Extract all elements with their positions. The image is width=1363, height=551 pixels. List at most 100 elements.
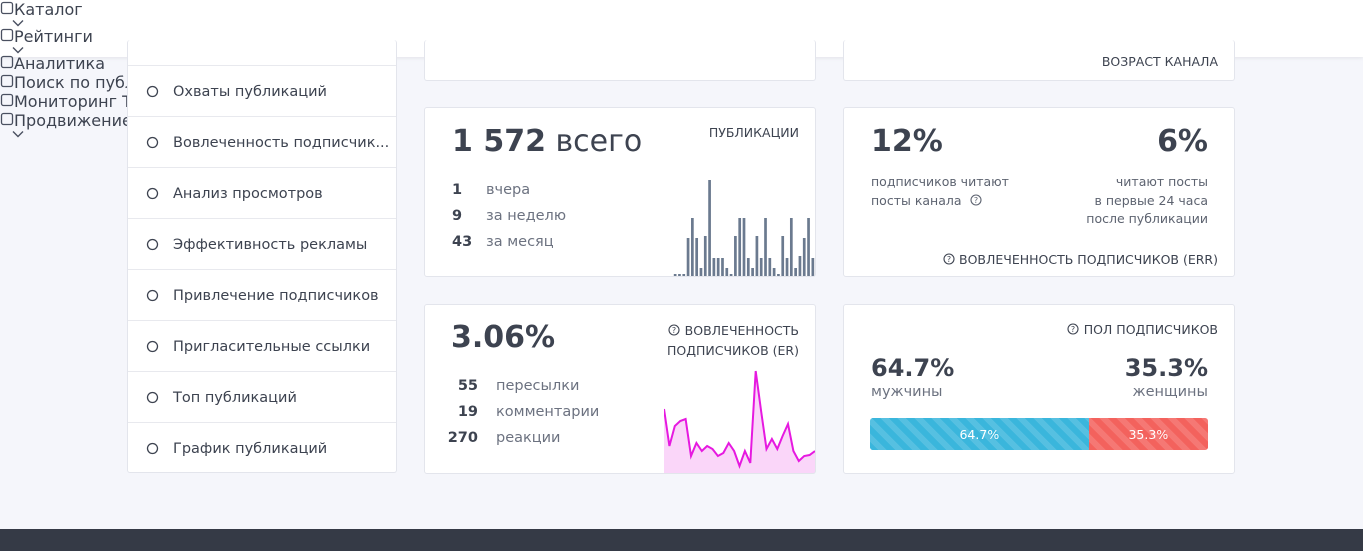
sidebar-item[interactable]: Охваты публикаций xyxy=(128,65,396,117)
card-title[interactable]: ? ВОВЛЕЧЕННОСТЬ ПОДПИСЧИКОВ (ER) xyxy=(667,321,799,361)
bar xyxy=(691,218,694,276)
bar xyxy=(802,238,806,276)
bar xyxy=(716,258,720,276)
segment-label: 64.7% xyxy=(959,426,1000,442)
sidebar: Охваты публикаций Вовлеченность подписчик… xyxy=(127,40,397,473)
sidebar-item[interactable]: График публикаций xyxy=(128,422,396,474)
stat-row: 19 комментарии xyxy=(439,404,599,420)
bar xyxy=(678,274,681,276)
male-value: 64.7% xyxy=(871,354,955,382)
stat-value: 55 xyxy=(457,378,478,394)
sidebar-item[interactable]: Пригласительные ссылки xyxy=(128,320,396,372)
bar xyxy=(712,258,716,276)
nav-item[interactable]: Аналитика xyxy=(0,54,1363,73)
stat-value: 43 xyxy=(452,234,473,250)
partial-card xyxy=(424,40,816,81)
sidebar-label: Вовлеченность подписчик... xyxy=(173,134,390,151)
stat-label: за неделю xyxy=(486,208,567,224)
svg-text:?: ? xyxy=(672,326,676,335)
text-line: в первые 24 часа xyxy=(1094,192,1209,208)
bar xyxy=(768,258,772,276)
bar xyxy=(764,218,767,276)
sidebar-item[interactable]: Привлечение подписчиков xyxy=(128,269,396,321)
bar xyxy=(682,274,686,276)
icon xyxy=(146,442,159,455)
card-title: ПУБЛИКАЦИИ xyxy=(708,125,799,140)
bar xyxy=(673,274,677,276)
stat-row: 1 вчера xyxy=(452,182,530,198)
footer xyxy=(0,529,1363,551)
title-line: ? ВОВЛЕЧЕННОСТЬ xyxy=(667,321,799,341)
bar xyxy=(755,236,759,276)
sidebar-label: График публикаций xyxy=(173,440,328,457)
reach-card: 12% подписчиков читают посты канала ? 6%… xyxy=(843,107,1235,277)
age-card: ВОЗРАСТ КАНАЛА xyxy=(843,40,1235,81)
help-icon: ? xyxy=(668,324,680,336)
bar xyxy=(734,236,737,276)
sidebar-item[interactable]: Вовлеченность подписчик... xyxy=(128,116,396,168)
stat-value: 19 xyxy=(457,404,478,420)
sidebar-item[interactable]: Анализ просмотров xyxy=(128,167,396,219)
nav-label: Каталог xyxy=(14,0,83,19)
bar xyxy=(708,180,711,276)
icon xyxy=(146,85,159,98)
chevron xyxy=(12,19,1363,27)
bar xyxy=(738,218,742,276)
bar xyxy=(742,218,746,276)
er-card: 3.06% ? ВОВЛЕЧЕННОСТЬ ПОДПИСЧИКОВ (ER) 55… xyxy=(424,304,816,474)
icon xyxy=(146,136,159,149)
sidebar-item[interactable]: Топ публикаций xyxy=(128,371,396,423)
left-value: 12% xyxy=(871,124,943,159)
stat-value: 9 xyxy=(452,208,463,224)
bar xyxy=(725,268,729,276)
nav-item[interactable]: Продвижение xyxy=(0,111,1363,138)
stat-value: 270 xyxy=(447,430,478,446)
bar xyxy=(781,236,785,276)
sidebar-label: Эффективность рекламы xyxy=(173,236,368,253)
title-line: ПОДПИСЧИКОВ (ER) xyxy=(666,343,799,358)
svg-text:?: ? xyxy=(973,196,977,205)
icon xyxy=(146,187,159,200)
bar xyxy=(729,274,733,276)
bar xyxy=(751,268,754,276)
sidebar-label: Охваты публикаций xyxy=(173,83,327,100)
icon xyxy=(146,238,159,251)
sidebar-label: Привлечение подписчиков xyxy=(173,287,379,304)
bar xyxy=(759,258,763,276)
nav-label: Рейтинги xyxy=(14,27,93,46)
text-line: посты канала xyxy=(871,192,962,208)
help-icon: ? xyxy=(1067,323,1079,335)
stat-row: 270 реакции xyxy=(439,430,561,446)
title-text: ВОВЛЕЧЕННОСТЬ xyxy=(684,323,799,338)
bar xyxy=(772,268,776,276)
nav-item[interactable]: Рейтинги xyxy=(0,27,1363,54)
text-line: после публикации xyxy=(1086,211,1208,226)
sidebar-item[interactable]: Эффективность рекламы xyxy=(128,218,396,270)
total-value: 1 572 xyxy=(452,124,546,159)
footer-label: ВОВЛЕЧЕННОСТЬ ПОДПИСЧИКОВ (ERR) xyxy=(959,252,1218,267)
sidebar-label: Пригласительные ссылки xyxy=(173,338,371,355)
bar xyxy=(777,274,780,276)
bar xyxy=(703,236,707,276)
gender-card: ? ПОЛ ПОДПИСЧИКОВ 64.7% мужчины 35.3% жен… xyxy=(843,304,1235,474)
card-title[interactable]: ? ПОЛ ПОДПИСЧИКОВ xyxy=(1067,322,1218,337)
bar xyxy=(789,218,793,276)
female-value: 35.3% xyxy=(1124,354,1208,382)
area xyxy=(664,371,815,473)
stat-row: 55 пересылки xyxy=(439,378,580,394)
nav-label: Продвижение xyxy=(14,111,132,130)
icon xyxy=(146,391,159,404)
bar xyxy=(686,238,690,276)
stat-value: 1 xyxy=(452,182,463,198)
total-suffix: всего xyxy=(555,124,643,159)
svg-text:?: ? xyxy=(947,255,951,264)
stat-label: пересылки xyxy=(496,378,580,394)
help-icon[interactable]: ? xyxy=(969,193,982,206)
bar xyxy=(794,268,797,276)
nav-item[interactable]: Каталог xyxy=(0,0,1363,27)
segment-label: 35.3% xyxy=(1128,426,1169,442)
right-value: 6% xyxy=(1157,124,1208,159)
bar xyxy=(699,268,703,276)
card-footer[interactable]: ? ВОВЛЕЧЕННОСТЬ ПОДПИСЧИКОВ (ERR) xyxy=(943,252,1218,267)
